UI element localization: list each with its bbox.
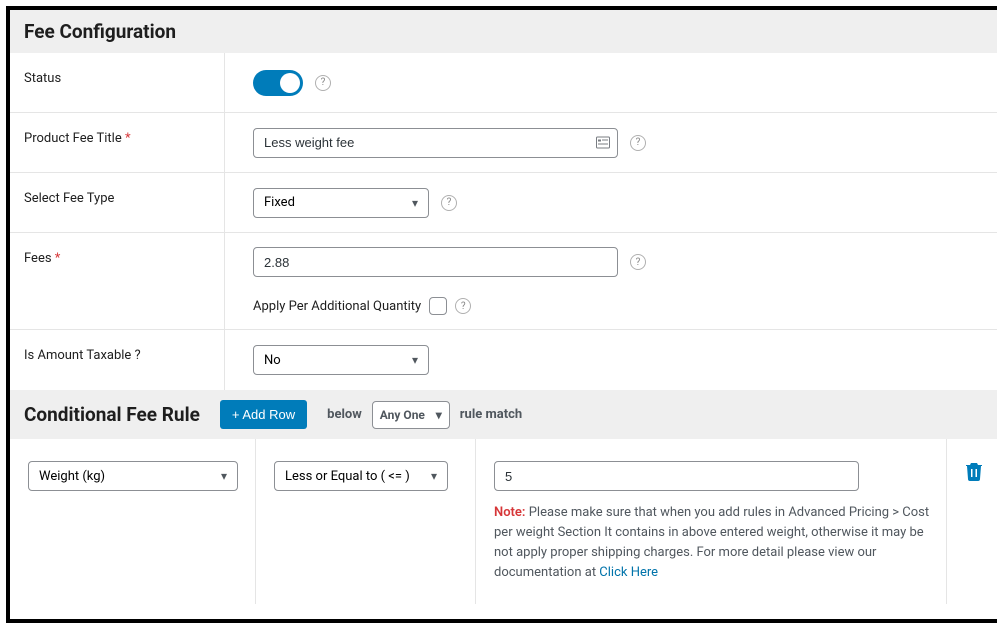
fee-config-header: Fee Configuration [10,10,997,53]
row-fees: Fees * ? Apply Per Additional Quantity ? [10,233,997,330]
product-fee-title-wrap [253,128,618,158]
rule-col-condition: Weight (kg) ▾ [10,439,256,604]
taxable-label: Is Amount Taxable ? [10,330,225,390]
conditional-rule-header: Conditional Fee Rule + Add Row below Any… [10,390,997,439]
product-fee-title-cell: ? [225,113,997,172]
row-product-fee-title: Product Fee Title * ? [10,113,997,173]
per-qty-label: Apply Per Additional Quantity [253,299,421,314]
row-status: Status ? [10,53,997,113]
fees-label: Fees * [10,233,225,329]
status-toggle[interactable] [253,70,303,96]
match-mode-select[interactable]: Any One ▾ [372,401,450,429]
help-icon[interactable]: ? [315,75,331,91]
condition-select[interactable]: Weight (kg) ▾ [28,461,238,491]
rule-col-value: Note: Please make sure that when you add… [476,439,947,604]
required-mark: * [55,251,61,266]
chevron-down-icon: ▾ [431,469,437,483]
taxable-cell: No ▾ [225,330,997,390]
fees-input[interactable] [253,247,618,277]
rule-meta: below Any One ▾ rule match [327,401,522,429]
status-cell: ? [225,53,997,112]
taxable-select[interactable]: No ▾ [253,345,429,375]
help-icon[interactable]: ? [630,254,646,270]
note-label: Note: [494,505,525,520]
fee-type-cell: Fixed ▾ ? [225,173,997,232]
fees-cell: ? Apply Per Additional Quantity ? [225,233,997,329]
required-mark: * [125,131,131,146]
product-fee-title-input[interactable] [253,128,618,158]
below-label: below [327,407,362,422]
chevron-down-icon: ▾ [221,469,227,483]
rule-grid: Weight (kg) ▾ Less or Equal to ( <= ) ▾ … [10,439,997,604]
row-fee-type: Select Fee Type Fixed ▾ ? [10,173,997,233]
chevron-down-icon: ▾ [412,196,418,210]
add-row-button[interactable]: + Add Row [220,400,307,429]
rule-match-label: rule match [460,407,522,422]
chevron-down-icon: ▾ [436,408,442,422]
help-icon[interactable]: ? [455,298,471,314]
per-qty-checkbox[interactable] [429,297,447,315]
help-icon[interactable]: ? [441,195,457,211]
chevron-down-icon: ▾ [412,353,418,367]
rule-col-operator: Less or Equal to ( <= ) ▾ [256,439,476,604]
product-fee-title-label: Product Fee Title * [10,113,225,172]
note-link[interactable]: Click Here [599,565,658,580]
help-icon[interactable]: ? [630,135,646,151]
conditional-rule-title: Conditional Fee Rule [24,403,200,426]
status-label: Status [10,53,225,112]
rule-value-input[interactable] [494,461,859,491]
rule-note: Note: Please make sure that when you add… [494,503,936,584]
card-icon [596,133,610,152]
row-taxable: Is Amount Taxable ? No ▾ [10,330,997,390]
per-qty-row: Apply Per Additional Quantity ? [253,289,971,315]
fee-config-title: Fee Configuration [24,20,176,43]
operator-select[interactable]: Less or Equal to ( <= ) ▾ [274,461,448,491]
fee-type-select[interactable]: Fixed ▾ [253,188,429,218]
rule-col-actions [947,439,997,604]
trash-icon[interactable] [965,466,983,485]
fee-type-label: Select Fee Type [10,173,225,232]
note-text: Please make sure that when you add rules… [494,505,929,580]
app-frame: Fee Configuration Status ? Product Fee T… [6,6,997,623]
